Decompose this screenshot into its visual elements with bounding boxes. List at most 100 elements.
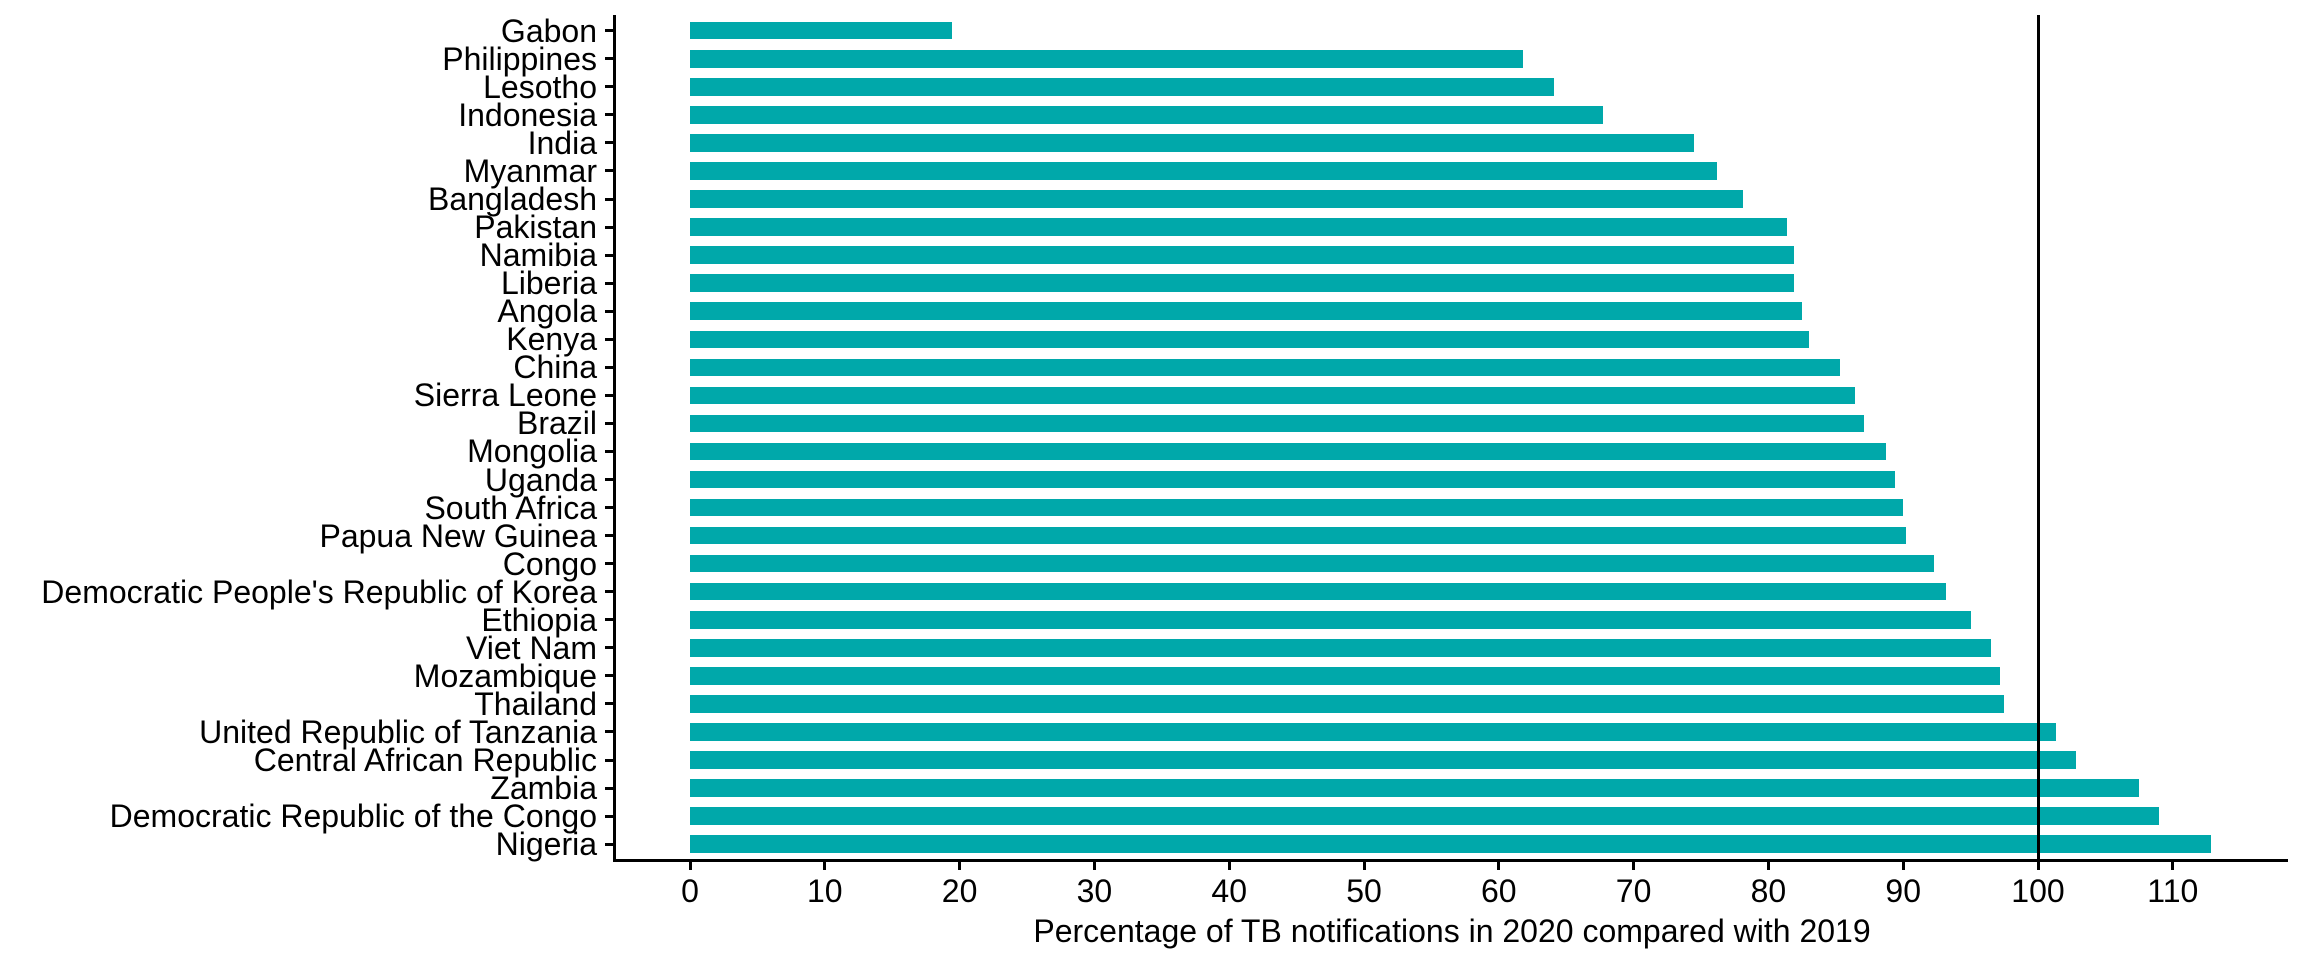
- bar-gabon: [690, 21, 952, 40]
- y-tick-viet-nam: [605, 646, 614, 650]
- y-label-lesotho: Lesotho: [483, 68, 597, 105]
- y-label-mozambique: Mozambique: [413, 657, 597, 694]
- y-tick-democratic-republic-of-the-congo: [605, 814, 614, 818]
- x-tick-label-110: 110: [2147, 873, 2199, 909]
- y-tick-united-republic-of-tanzania: [605, 730, 614, 734]
- y-tick-mozambique: [605, 674, 614, 678]
- y-label-zambia: Zambia: [490, 770, 597, 807]
- y-tick-sierra-leone: [605, 393, 614, 397]
- bar-indonesia: [690, 106, 1603, 124]
- y-label-central-african-republic: Central African Republic: [253, 742, 597, 778]
- reference-line-100: [2036, 15, 2040, 859]
- bar-congo: [690, 554, 1935, 573]
- y-label-ethiopia: Ethiopia: [481, 601, 597, 638]
- x-tick-40: [1227, 862, 1231, 870]
- y-tick-congo: [605, 562, 614, 566]
- y-label-viet-nam: Viet Nam: [465, 629, 597, 666]
- bar-nigeria: [690, 835, 2211, 853]
- y-label-namibia: Namibia: [479, 237, 597, 274]
- y-label-bangladesh: Bangladesh: [427, 181, 597, 217]
- y-label-india: India: [527, 124, 597, 161]
- y-tick-thailand: [605, 702, 614, 706]
- x-tick-label-100: 100: [2011, 873, 2065, 909]
- bar-china: [690, 358, 1840, 377]
- bar-angola: [690, 302, 1803, 320]
- bar-philippines: [690, 50, 1524, 68]
- y-tick-china: [605, 365, 614, 369]
- x-tick-label-10: 10: [807, 873, 843, 909]
- y-label-congo: Congo: [502, 545, 597, 582]
- y-tick-kenya: [605, 337, 614, 341]
- x-axis-title: Percentage of TB notifications in 2020 c…: [1033, 913, 1871, 949]
- y-label-angola: Angola: [497, 293, 597, 330]
- y-label-kenya: Kenya: [506, 321, 597, 358]
- bar-pakistan: [690, 218, 1788, 236]
- x-tick-label-50: 50: [1346, 873, 1382, 909]
- bar-south-africa: [690, 498, 1904, 517]
- bar-liberia: [690, 274, 1794, 292]
- bar-myanmar: [690, 162, 1718, 180]
- y-tick-liberia: [605, 281, 614, 285]
- y-tick-papua-new-guinea: [605, 534, 614, 538]
- y-label-china: China: [513, 349, 597, 386]
- x-tick-label-40: 40: [1211, 873, 1247, 909]
- bar-brazil: [690, 414, 1865, 433]
- x-tick-label-90: 90: [1885, 873, 1921, 909]
- y-label-sierra-leone: Sierra Leone: [413, 377, 597, 414]
- y-label-brazil: Brazil: [516, 405, 597, 442]
- bar-viet-nam: [690, 639, 1991, 657]
- y-tick-namibia: [605, 253, 614, 257]
- bar-united-republic-of-tanzania: [690, 723, 2056, 741]
- y-tick-ethiopia: [605, 618, 614, 622]
- y-tick-pakistan: [605, 225, 614, 229]
- y-label-democratic-republic-of-the-congo: Democratic Republic of the Congo: [109, 798, 597, 835]
- y-label-mongolia: Mongolia: [467, 433, 597, 470]
- y-label-nigeria: Nigeria: [495, 826, 597, 863]
- bar-kenya: [690, 330, 1809, 348]
- y-label-papua-new-guinea: Papua New Guinea: [319, 517, 597, 554]
- y-tick-india: [605, 141, 614, 145]
- y-label-gabon: Gabon: [500, 12, 597, 49]
- y-tick-central-african-republic: [605, 758, 614, 762]
- bar-namibia: [690, 246, 1794, 264]
- y-label-uganda: Uganda: [484, 461, 597, 498]
- x-tick-label-20: 20: [941, 873, 978, 909]
- y-tick-indonesia: [605, 113, 614, 117]
- y-tick-gabon: [605, 29, 614, 33]
- y-tick-brazil: [605, 421, 614, 425]
- y-tick-lesotho: [605, 85, 614, 89]
- bar-lesotho: [690, 78, 1555, 96]
- x-tick-20: [958, 862, 962, 870]
- x-tick-label-70: 70: [1615, 873, 1652, 909]
- y-tick-south-africa: [605, 506, 614, 510]
- x-tick-30: [1092, 862, 1096, 870]
- y-label-thailand: Thailand: [474, 685, 597, 722]
- y-label-liberia: Liberia: [500, 265, 597, 302]
- y-tick-angola: [605, 309, 614, 313]
- bar-zambia: [690, 779, 2140, 797]
- x-tick-label-60: 60: [1481, 873, 1517, 909]
- y-tick-philippines: [605, 57, 614, 61]
- y-tick-nigeria: [605, 842, 614, 846]
- bar-india: [690, 134, 1695, 152]
- x-tick-0: [688, 862, 692, 870]
- y-tick-uganda: [605, 478, 614, 481]
- bar-uganda: [690, 470, 1896, 489]
- y-label-indonesia: Indonesia: [458, 96, 597, 133]
- bar-papua-new-guinea: [690, 526, 1906, 545]
- x-tick-label-30: 30: [1076, 873, 1113, 909]
- y-label-south-africa: South Africa: [424, 489, 597, 526]
- y-tick-mongolia: [605, 449, 614, 453]
- y-axis-line: [613, 15, 616, 862]
- x-tick-110: [2171, 862, 2175, 870]
- x-tick-60: [1497, 862, 1501, 870]
- x-tick-80: [1766, 862, 1770, 870]
- y-label-democratic-people-s-republic-of-korea: Democratic People's Republic of Korea: [41, 573, 597, 610]
- y-tick-bangladesh: [605, 197, 614, 201]
- bar-mozambique: [690, 667, 2001, 685]
- y-tick-zambia: [605, 786, 614, 790]
- y-label-united-republic-of-tanzania: United Republic of Tanzania: [199, 713, 597, 750]
- y-label-myanmar: Myanmar: [463, 152, 597, 189]
- x-tick-50: [1362, 862, 1366, 870]
